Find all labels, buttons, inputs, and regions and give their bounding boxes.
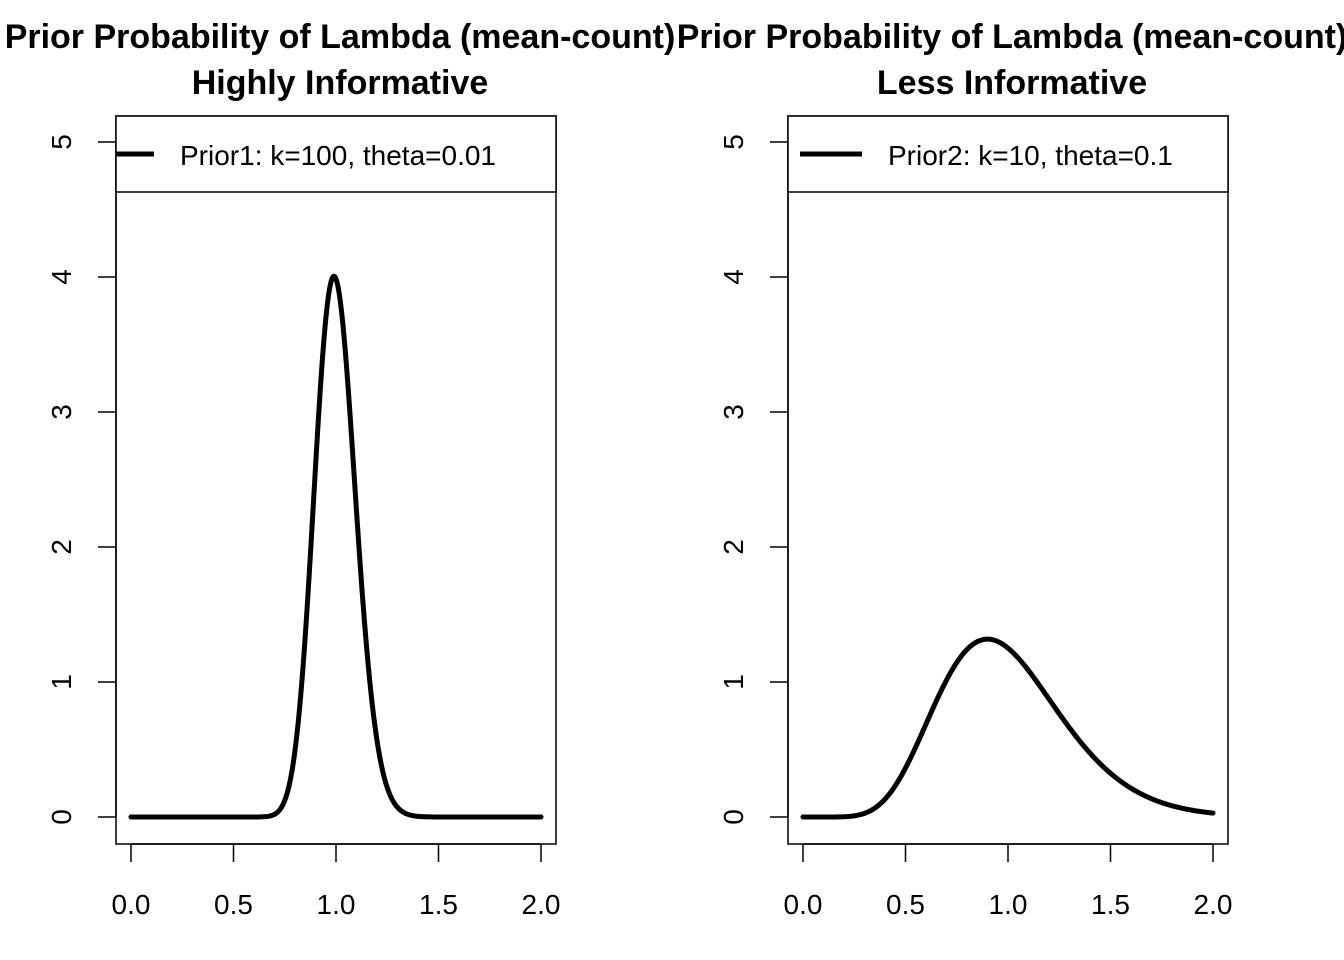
- y-tick-label: 5: [718, 134, 749, 150]
- y-tick-label: 3: [46, 404, 77, 420]
- x-tick-label: 0.0: [784, 889, 823, 920]
- y-tick-label: 0: [718, 809, 749, 825]
- x-axis: 0.0 0.5 1.0 1.5 2.0: [784, 843, 1233, 920]
- y-axis: 0 1 2 3 4 5: [718, 134, 789, 825]
- x-tick-label: 1.0: [989, 889, 1028, 920]
- legend-box: [115, 115, 557, 193]
- y-tick-label: 5: [46, 134, 77, 150]
- chart-title: Prior Probability of Lambda (mean-count): [5, 18, 676, 56]
- x-axis: 0.0 0.5 1.0 1.5 2.0: [112, 843, 561, 920]
- x-tick-label: 2.0: [522, 889, 561, 920]
- series-line: [800, 636, 1216, 820]
- chart-subtitle: Highly Informative: [192, 64, 489, 102]
- legend-entry-label: Prior1: k=100, theta=0.01: [180, 140, 496, 171]
- x-tick-label: 0.0: [112, 889, 151, 920]
- panel-left: Prior Probability of Lambda (mean-count)…: [5, 18, 676, 920]
- y-tick-label: 1: [718, 674, 749, 690]
- x-tick-label: 0.5: [214, 889, 253, 920]
- y-tick-label: 2: [718, 539, 749, 555]
- x-tick-label: 2.0: [1194, 889, 1233, 920]
- y-tick-label: 1: [46, 674, 77, 690]
- legend: Prior2: k=10, theta=0.1: [787, 115, 1229, 193]
- x-tick-label: 1.5: [419, 889, 458, 920]
- x-tick-label: 0.5: [886, 889, 925, 920]
- y-tick-label: 0: [46, 809, 77, 825]
- plot-frame: [787, 115, 1229, 845]
- y-tick-label: 4: [718, 269, 749, 285]
- legend-entry-label: Prior2: k=10, theta=0.1: [888, 140, 1173, 171]
- series-line: [128, 273, 544, 820]
- chart-title: Prior Probability of Lambda (mean-count): [677, 18, 1344, 56]
- y-tick-label: 3: [718, 404, 749, 420]
- x-tick-label: 1.5: [1091, 889, 1130, 920]
- y-axis: 0 1 2 3 4 5: [46, 134, 117, 825]
- x-tick-label: 1.0: [317, 889, 356, 920]
- panel-right: Prior Probability of Lambda (mean-count)…: [677, 18, 1344, 920]
- chart-subtitle: Less Informative: [877, 64, 1147, 102]
- y-tick-label: 4: [46, 269, 77, 285]
- legend: Prior1: k=100, theta=0.01: [115, 115, 557, 193]
- plot-frame: [115, 115, 557, 845]
- y-tick-label: 2: [46, 539, 77, 555]
